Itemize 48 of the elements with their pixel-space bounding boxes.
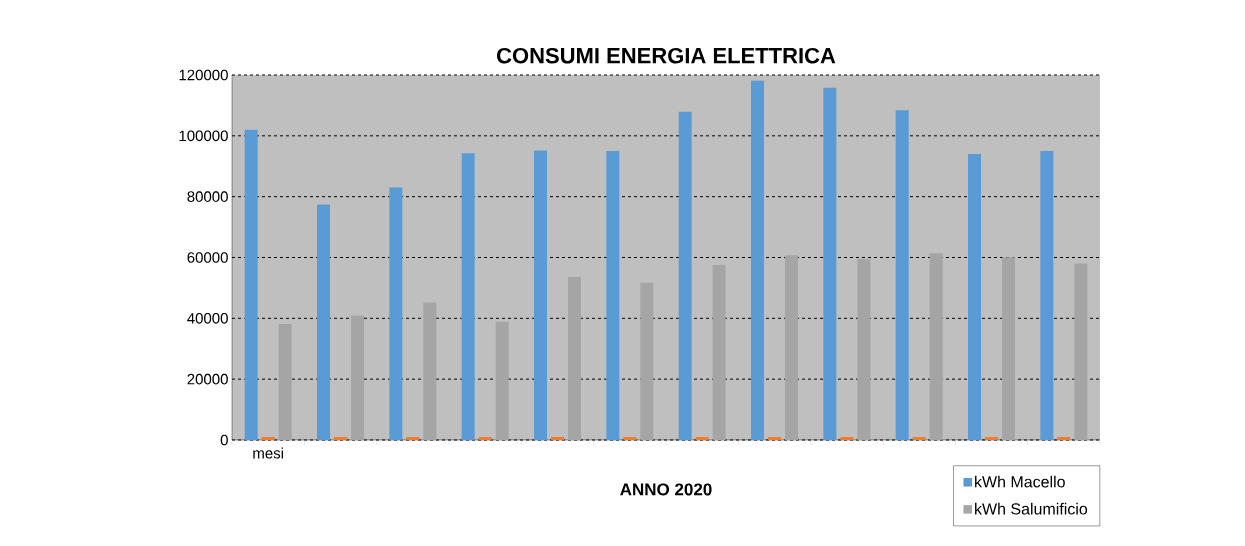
bar: [640, 282, 654, 440]
bar: [478, 436, 492, 440]
bar: [423, 302, 437, 440]
y-tick-label: 20000: [187, 373, 228, 385]
bar: [840, 436, 854, 440]
bar: [1002, 257, 1015, 440]
bar: [534, 150, 548, 440]
bar: [244, 129, 258, 440]
bar: [623, 436, 637, 440]
bar: [895, 110, 909, 440]
chart-title: CONSUMI ENERGIA ELETTRICA: [497, 47, 836, 64]
bar: [695, 436, 709, 440]
bar: [317, 204, 331, 440]
bar: [751, 80, 764, 440]
bar: [351, 315, 365, 440]
bar: [912, 436, 926, 440]
bar: [985, 436, 998, 440]
bar: [406, 436, 420, 440]
bar: [261, 436, 275, 440]
x-axis-title: ANNO 2020: [620, 483, 712, 496]
bar: [768, 436, 781, 440]
bar: [678, 111, 692, 440]
y-tick-label: 60000: [187, 252, 228, 263]
x-tick-label: mesi: [253, 447, 283, 459]
bar: [461, 153, 475, 440]
bar: [712, 265, 726, 440]
bar: [389, 187, 403, 440]
bar: [823, 87, 837, 440]
bar: [334, 436, 348, 440]
y-tick-label: 100000: [179, 130, 228, 142]
bar: [1040, 151, 1054, 440]
bar: [495, 321, 509, 440]
bar: [278, 324, 292, 440]
y-tick-label: 0: [220, 434, 228, 446]
bar: [968, 154, 981, 440]
y-tick-label: 80000: [187, 191, 228, 202]
bar: [1057, 436, 1071, 440]
legend-label: kWh Macello: [975, 475, 1065, 488]
bar: [568, 276, 582, 440]
bar: [551, 436, 565, 440]
legend-label: kWh Salumificio: [975, 502, 1088, 515]
y-tick-label: 40000: [187, 313, 228, 324]
y-tick-label: 120000: [179, 69, 228, 81]
bar: [785, 255, 798, 440]
bar: [1074, 263, 1088, 440]
bar: [857, 259, 871, 440]
bar: [929, 253, 943, 440]
bar: [606, 151, 620, 440]
